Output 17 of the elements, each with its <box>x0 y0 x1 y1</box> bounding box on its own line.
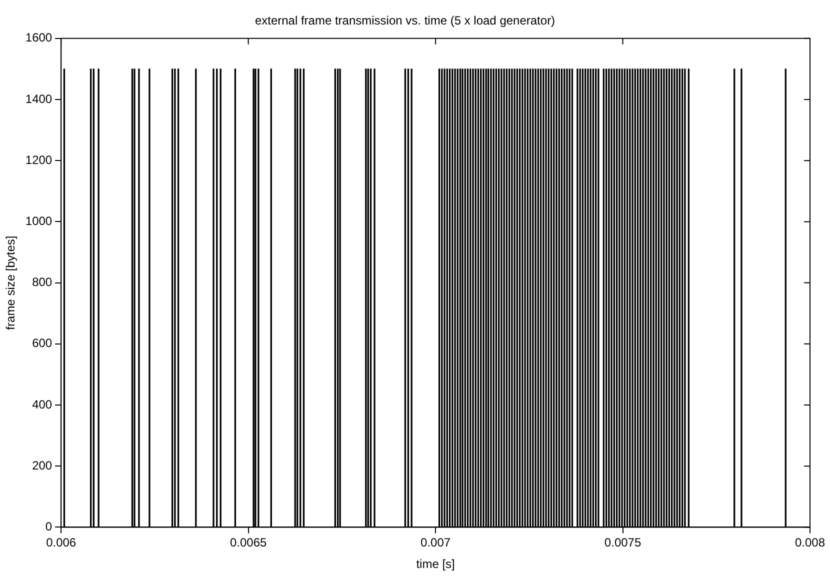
y-tick-label: 200 <box>32 458 52 472</box>
y-tick-label: 1400 <box>25 92 52 106</box>
x-axis-title: time [s] <box>416 557 455 572</box>
y-tick-label: 600 <box>32 336 52 350</box>
x-tick-label: 0.007 <box>420 536 451 550</box>
x-tick-label: 0.006 <box>46 536 76 550</box>
x-tick-label: 0.0065 <box>230 536 267 550</box>
chart-title: external frame transmission vs. time (5 x load generator) <box>254 14 556 28</box>
x-tick-label: 0.008 <box>794 536 826 550</box>
y-tick-label: 400 <box>32 397 52 412</box>
y-axis-title: frame size [bytes] <box>4 236 18 330</box>
y-tick-label: 1600 <box>25 30 52 45</box>
x-tick-label: 0.0075 <box>604 536 642 550</box>
y-tick-label: 0 <box>45 520 52 534</box>
y-tick-label: 1000 <box>25 214 52 228</box>
y-tick-label: 800 <box>32 275 52 290</box>
y-tick-label: 1200 <box>25 152 52 167</box>
